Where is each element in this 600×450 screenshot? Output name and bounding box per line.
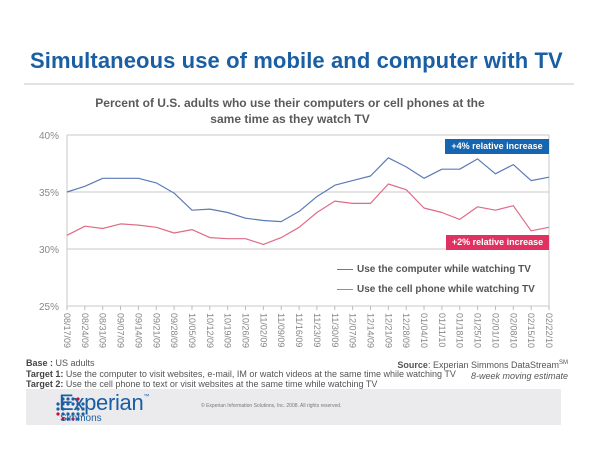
estimate-text: 8-week moving estimate	[470, 370, 568, 381]
logo-dot	[56, 407, 60, 411]
logo-dot	[66, 402, 70, 406]
legend-item-phone: Use the cell phone while watching TV	[337, 284, 535, 295]
brand-name: Experian™	[59, 390, 149, 416]
source-text: : Experian Simmons DataStream	[427, 360, 559, 370]
logo-dot	[76, 417, 80, 421]
base-label: Base :	[26, 358, 54, 368]
title-divider	[24, 83, 574, 85]
source-sup: SM	[559, 360, 568, 366]
logo-dot	[61, 402, 65, 406]
legend-swatch-computer	[337, 268, 353, 270]
experian-logo-icon	[56, 397, 85, 421]
logo-dot	[71, 417, 75, 421]
line-chart: 25% 30% 35% 40% 08/17/09 08/24/09 08/31/09 09/…	[39, 131, 554, 348]
y-tick-label: 25%	[39, 302, 59, 313]
x-tick-label: 02/22/10	[544, 313, 554, 348]
x-tick-label: 11/30/09	[330, 313, 340, 347]
chart-title: Percent of U.S. adults who use their com…	[95, 96, 485, 126]
x-tick-label: 08/17/09	[62, 313, 72, 348]
slide-title: Simultaneous use of mobile and computer …	[30, 48, 563, 73]
x-axis-ticks: 08/17/09 08/24/09 08/31/09 09/07/09 09/14/09…	[62, 306, 554, 348]
logo-dot	[81, 402, 85, 406]
brand-text: Experian	[59, 390, 144, 415]
computer-series-line	[66, 157, 550, 223]
target1-note: Target 1: Use the computer to visit webs…	[26, 369, 566, 380]
series-lines	[66, 157, 550, 245]
y-tick-label: 30%	[39, 245, 59, 256]
target1-label: Target 1:	[26, 368, 64, 379]
target2-label: Target 2:	[26, 379, 64, 389]
base-text: US adults	[53, 358, 95, 368]
y-tick-label: 40%	[39, 131, 59, 142]
logo-dot	[66, 412, 70, 416]
source-note: Source: Experian Simmons DataStreamSM 8-…	[397, 358, 568, 381]
source-label: Source	[397, 360, 428, 370]
legend-label-computer: Use the computer while watching TV	[357, 264, 531, 275]
legend-swatch-phone	[337, 288, 353, 290]
logo-dot	[61, 397, 65, 401]
copyright: © Experian Information Solutions, Inc. 2…	[201, 403, 342, 409]
x-tick-label: 01/04/10	[419, 313, 429, 348]
logo-dot	[76, 397, 80, 401]
logo-dot	[61, 412, 65, 416]
x-tick-label: 09/07/09	[116, 313, 126, 348]
logo-dot	[56, 402, 60, 406]
x-tick-label: 01/25/10	[473, 313, 483, 348]
logo-dot	[71, 397, 75, 401]
computer-increase-annotation: +4% relative increase	[445, 139, 549, 154]
target2-note: Target 2: Use the cell phone to text or …	[26, 379, 566, 390]
x-tick-label: 08/24/09	[80, 313, 90, 348]
x-tick-label: 10/12/09	[205, 313, 215, 348]
source-line: Source: Experian Simmons DataStreamSM	[397, 358, 568, 371]
logo-dot	[81, 407, 85, 411]
logo-dot	[76, 402, 80, 406]
x-tick-label: 12/28/09	[401, 313, 411, 348]
x-tick-label: 10/05/09	[187, 313, 197, 348]
x-tick-label: 02/01/10	[490, 313, 500, 348]
base-note: Base : US adults	[26, 358, 566, 369]
estimate-line: 8-week moving estimate	[397, 371, 568, 382]
phone-series-line	[66, 183, 550, 245]
legend-label-phone: Use the cell phone while watching TV	[357, 284, 535, 295]
x-tick-label: 09/14/09	[133, 313, 143, 348]
logo-dot	[81, 412, 85, 416]
target2-text: Use the cell phone to text or visit webs…	[63, 379, 378, 389]
footer: Experian™ Simmons © Experian Information…	[26, 389, 561, 425]
x-tick-label: 11/02/09	[258, 313, 268, 347]
x-tick-label: 02/15/10	[526, 313, 536, 348]
logo-dot	[66, 417, 70, 421]
x-tick-label: 08/31/09	[98, 313, 108, 348]
logo-dot	[71, 402, 75, 406]
x-tick-label: 02/08/10	[508, 313, 518, 348]
sub-brand: Simmons	[60, 413, 102, 424]
logo-dot	[71, 412, 75, 416]
chart-notes: Base : US adults Target 1: Use the compu…	[26, 358, 566, 390]
logo-dot	[66, 397, 70, 401]
x-tick-label: 12/21/09	[383, 313, 393, 348]
x-tick-label: 11/23/09	[312, 313, 322, 347]
y-tick-label: 35%	[39, 188, 59, 199]
x-tick-label: 01/18/10	[455, 313, 465, 348]
logo-dot	[61, 407, 65, 411]
x-tick-label: 12/07/09	[348, 313, 358, 348]
x-tick-label: 12/14/09	[365, 313, 375, 348]
y-axis-ticks: 25% 30% 35% 40%	[39, 131, 59, 313]
x-tick-label: 10/19/09	[223, 313, 233, 348]
x-tick-label: 09/21/09	[151, 313, 161, 348]
logo-dot	[76, 412, 80, 416]
gridlines	[66, 134, 550, 307]
x-tick-label: 01/11/10	[437, 313, 447, 347]
target1-text: Use the computer to visit websites, e-ma…	[63, 368, 456, 379]
legend-item-computer: Use the computer while watching TV	[337, 264, 531, 275]
phone-increase-annotation: +2% relative increase	[446, 235, 549, 250]
logo-dot	[56, 412, 60, 416]
logo-dot	[61, 417, 65, 421]
x-tick-label: 11/16/09	[294, 313, 304, 347]
x-tick-label: 10/26/09	[241, 313, 251, 348]
x-tick-label: 11/09/09	[276, 313, 286, 347]
x-tick-label: 09/28/09	[169, 313, 179, 348]
logo-dot	[76, 407, 80, 411]
brand-tm: ™	[143, 394, 150, 400]
